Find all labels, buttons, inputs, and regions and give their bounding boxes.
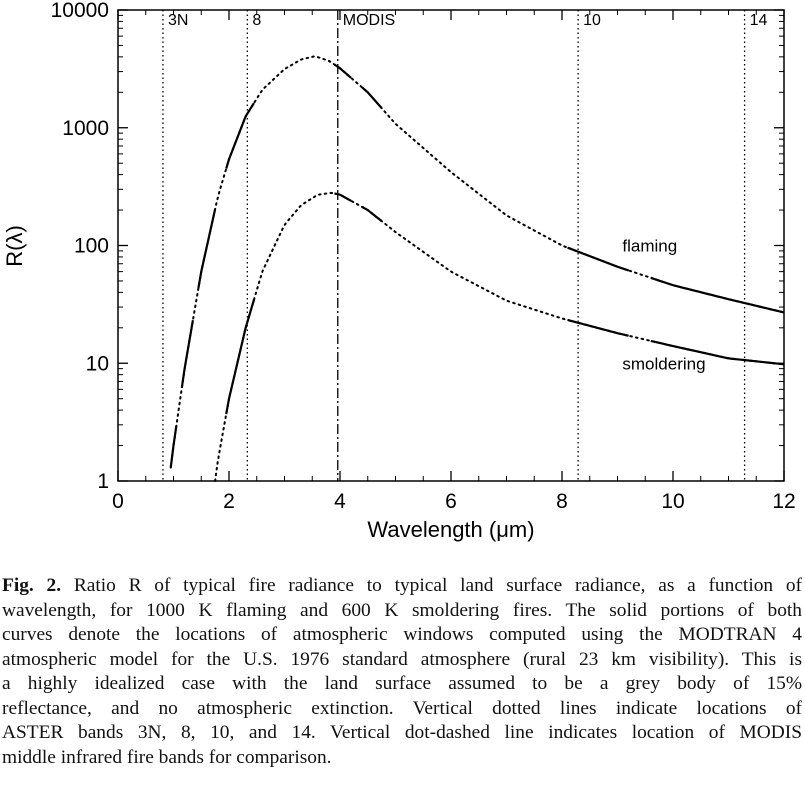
y-tick-label: 1000 — [62, 117, 109, 140]
band-label-14: 14 — [750, 12, 768, 29]
y-axis-title: R(λ) — [2, 225, 27, 267]
series-window-flaming-6 — [567, 246, 629, 272]
series-window-smoldering-0 — [225, 299, 256, 415]
series-window-flaming-2 — [197, 208, 217, 288]
x-tick-label: 2 — [223, 490, 235, 513]
x-axis-title: Wavelength (μm) — [367, 517, 534, 542]
band-label-10: 10 — [583, 12, 601, 29]
caption-line: Fig. 2. Ratio R of typical fire radiance… — [2, 575, 802, 596]
caption-line: a highly idealized case with the land su… — [2, 673, 802, 694]
series-window-smoldering-1 — [334, 192, 352, 202]
series-window-smoldering-4 — [650, 339, 785, 366]
series-window-flaming-4 — [333, 63, 352, 79]
x-tick-label: 8 — [556, 490, 568, 513]
figure-caption: Fig. 2. Ratio R of typical fire radiance… — [2, 574, 802, 770]
series-window-flaming-1 — [180, 319, 195, 389]
y-tick-label: 10 — [86, 352, 109, 375]
chart: 0 2 4 6 8 10 12 1 10 100 1000 10000 3N 8 MODIS 10 14 fla… — [2, 0, 796, 542]
caption-line: reflectance, and no atmospheric extincti… — [2, 697, 802, 719]
series-window-smoldering-3 — [567, 318, 629, 337]
band-lines — [162, 10, 746, 481]
x-tick-label: 6 — [445, 490, 457, 513]
y-tick-label: 1 — [97, 470, 109, 493]
curves — [169, 55, 785, 482]
chart-labels: 3N 8 MODIS 10 14 flaming smoldering — [168, 12, 768, 373]
band-label-modis: MODIS — [343, 12, 395, 29]
series-line-smoldering — [214, 191, 785, 482]
series-window-flaming-5 — [361, 86, 383, 109]
series-window-flaming-3 — [225, 102, 255, 169]
series-window-flaming-7 — [650, 276, 785, 314]
series-flaming — [169, 55, 785, 469]
band-label-3n: 3N — [168, 12, 188, 29]
series-window-flaming-0 — [169, 426, 178, 468]
x-tick-label: 0 — [112, 490, 124, 513]
x-tick-label: 4 — [334, 490, 346, 513]
series-smoldering — [214, 191, 785, 482]
caption-line: curves denote the locations of atmospher… — [2, 624, 802, 645]
axis-ticks: 0 2 4 6 8 10 12 1 10 100 1000 10000 — [51, 0, 796, 513]
x-tick-label: 12 — [772, 490, 795, 513]
caption-line: middle infrared fire bands for compariso… — [2, 746, 332, 768]
curve-label-flaming: flaming — [622, 237, 677, 256]
band-label-8: 8 — [252, 12, 261, 29]
caption-line: ASTER bands 3N, 8, 10, and 14. Vertical … — [2, 722, 802, 743]
y-tick-label: 100 — [74, 235, 109, 258]
series-window-smoldering-2 — [361, 206, 383, 222]
curve-label-smoldering: smoldering — [622, 354, 705, 373]
plot-frame — [117, 9, 785, 482]
series-line-flaming — [169, 55, 785, 469]
caption-line: wavelength, for 1000 K flaming and 600 K… — [2, 599, 802, 621]
y-tick-label: 10000 — [51, 0, 109, 22]
figure-label: Fig. 2. — [2, 575, 62, 596]
caption-line: atmospheric model for the U.S. 1976 stan… — [2, 648, 802, 670]
x-tick-label: 10 — [661, 490, 684, 513]
